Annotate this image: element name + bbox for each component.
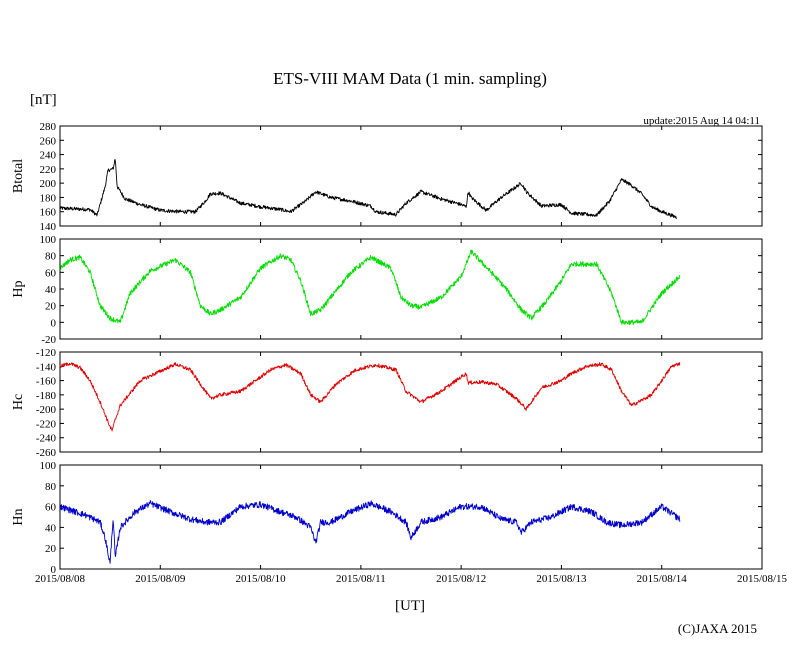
y-tick-label: 240 — [40, 150, 57, 162]
panel-frame — [59, 125, 763, 227]
y-tick-label: 80 — [45, 481, 57, 493]
x-tick-label: 2015/08/15 — [737, 573, 788, 585]
series-line-btotal — [59, 158, 677, 220]
panel-frame — [59, 464, 763, 570]
panel-frame — [59, 238, 763, 340]
y-tick-label: 20 — [45, 301, 57, 313]
update-timestamp: update:2015 Aug 14 04:11 — [643, 115, 760, 127]
y-tick-label: 0 — [51, 564, 57, 576]
y-tick-label: -20 — [41, 334, 56, 346]
panel-btotal: 140 160 180 200 220 240 260 280 Btotal — [11, 121, 763, 233]
panel-hp: -20 0 20 40 60 80 100 Hp — [11, 234, 763, 346]
series-line-hp — [59, 249, 681, 326]
y-tick-label: 180 — [40, 192, 57, 204]
panel-hn: 0 20 40 60 80 100 Hn — [11, 460, 763, 576]
y-tick-label: 40 — [45, 284, 57, 296]
chart-title: ETS-VIII MAM Data (1 min. sampling) — [273, 69, 547, 88]
y-tick-label: 140 — [40, 221, 57, 233]
y-tick-label: 20 — [45, 543, 57, 555]
x-tick-label: 2015/08/13 — [536, 573, 587, 585]
y-tick-label: 220 — [40, 164, 57, 176]
x-tick-label: 2015/08/14 — [637, 573, 688, 585]
y-tick-label: -140 — [36, 361, 57, 373]
y-tick-label: 100 — [40, 460, 57, 472]
y-tick-label: -180 — [36, 390, 57, 402]
panel-label-hn: Hn — [11, 508, 26, 525]
x-tick-labels: 2015/08/08 2015/08/09 2015/08/10 2015/08/11… — [35, 573, 788, 585]
y-tick-label: -260 — [36, 447, 57, 459]
panel-hc: -260 -240 -220 -200 -180 -160 -140 -120 Hc — [11, 347, 763, 459]
y-tick-label: 60 — [45, 267, 57, 279]
panels-group: 140160180200220240260280Btotal-200204060… — [11, 121, 763, 576]
y-tick-label: 280 — [40, 121, 57, 133]
y-tick-label: 60 — [45, 502, 57, 514]
series-line-hn — [59, 500, 681, 564]
y-tick-label: 260 — [40, 135, 57, 147]
y-tick-label: -220 — [36, 418, 57, 430]
y-tick-label: -120 — [36, 347, 57, 359]
y-tick-label: 160 — [40, 207, 57, 219]
series-line-hc — [59, 362, 681, 432]
copyright-credit: (C)JAXA 2015 — [678, 621, 757, 636]
panel-frame — [59, 351, 763, 453]
x-tick-label: 2015/08/08 — [35, 573, 86, 585]
x-tick-label: 2015/08/11 — [336, 573, 386, 585]
unit-label: [nT] — [30, 92, 57, 108]
x-tick-label: 2015/08/10 — [236, 573, 287, 585]
y-tick-label: -200 — [36, 404, 57, 416]
y-tick-label: 80 — [45, 251, 57, 263]
y-tick-label: 100 — [40, 234, 57, 246]
x-axis-label: [UT] — [395, 598, 425, 614]
panel-label-hp: Hp — [11, 280, 26, 297]
y-tick-label: -160 — [36, 376, 57, 388]
panel-label-hc: Hc — [11, 394, 26, 410]
y-tick-label: 200 — [40, 178, 57, 190]
panel-label-btotal: Btotal — [11, 159, 26, 193]
y-tick-label: -240 — [36, 433, 57, 445]
y-tick-label: 40 — [45, 522, 57, 534]
x-tick-label: 2015/08/12 — [436, 573, 486, 585]
x-tick-label: 2015/08/09 — [135, 573, 186, 585]
y-tick-label: 0 — [51, 317, 57, 329]
